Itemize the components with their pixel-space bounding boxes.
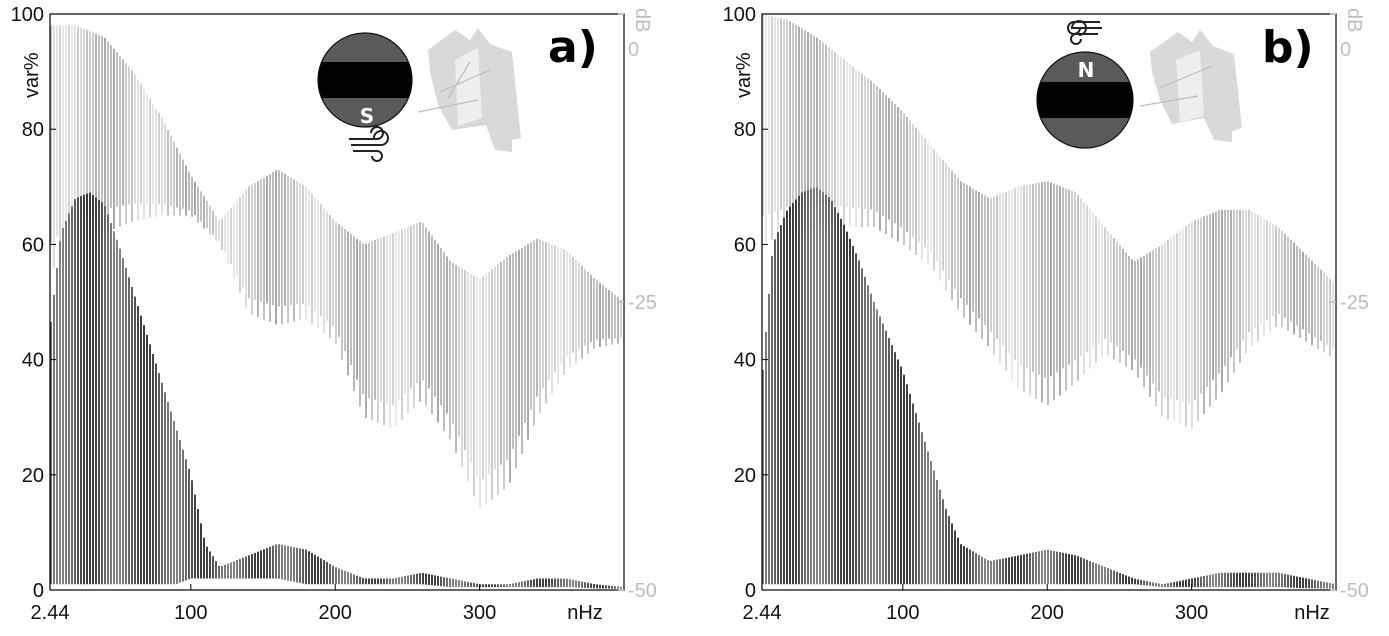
panel-a-series-upper xyxy=(50,25,622,510)
panel-a-y-ticks: 0 20 40 60 80 100 xyxy=(11,4,56,602)
panel-a-badge-letter: S xyxy=(360,104,374,128)
panel-a-right-tick-label: 0 xyxy=(628,39,639,61)
panel-a-label: a) xyxy=(548,22,598,73)
panel-a-y-tick-label: 80 xyxy=(22,119,44,141)
panel-b-right-ticks: 0 -25 -50 xyxy=(1330,13,1369,602)
panel-b-x-unit: nHz xyxy=(1294,602,1330,624)
panel-a-x-tick-label: 300 xyxy=(463,602,496,624)
orientation-badge-icon: S xyxy=(317,32,413,128)
panel-b-y-tick-label: 80 xyxy=(734,119,756,141)
panel-b-y-tick-label: 20 xyxy=(734,465,756,487)
panel-b-x-tick-label: 200 xyxy=(1031,602,1064,624)
sky-map-icon xyxy=(1139,30,1242,142)
panel-b-series-lower xyxy=(762,187,1334,589)
wind-icon xyxy=(1067,20,1102,45)
panel-a-right-ticks: 0 -25 -50 xyxy=(618,13,657,602)
panel-a-series-lower xyxy=(50,192,622,589)
panel-a-y-tick-label: 0 xyxy=(33,580,44,602)
panel-a-x-unit: nHz xyxy=(567,602,603,624)
panel-a-x-tick-label: 200 xyxy=(319,602,352,624)
panel-a-right-tick-label: -25 xyxy=(628,292,657,314)
panel-a-x-tick-label: 100 xyxy=(174,602,207,624)
panel-b-label: b) xyxy=(1262,22,1314,73)
panel-b-right-tick-label: 0 xyxy=(1340,39,1351,61)
panel-b-y-ticks: 0 20 40 60 80 100 xyxy=(723,4,768,602)
panel-a-y-tick-label: 40 xyxy=(22,350,44,372)
panel-a-right-label: dB xyxy=(631,8,653,32)
panel-b-y-tick-label: 0 xyxy=(745,580,756,602)
panel-a-x-ticks: 2.44 100 200 300 xyxy=(31,584,496,624)
panel-a-y-tick-label: 20 xyxy=(22,465,44,487)
panel-b-y-tick-label: 100 xyxy=(723,4,756,26)
panel-b-y-tick-label: 60 xyxy=(734,234,756,256)
panel-a-y-tick-label: 60 xyxy=(22,234,44,256)
panel-b-right-tick-label: -50 xyxy=(1340,580,1369,602)
wind-icon xyxy=(349,126,389,162)
panel-b-x-tick-label: 2.44 xyxy=(743,602,782,624)
panel-a-y-tick-label: 100 xyxy=(11,4,44,26)
panel-b-y-tick-label: 40 xyxy=(734,350,756,372)
panel-b-x-tick-label: 300 xyxy=(1175,602,1208,624)
panel-b-badge-letter: N xyxy=(1078,58,1095,82)
panel-a-x-tick-label: 2.44 xyxy=(31,602,70,624)
panel-a-right-tick-label: -50 xyxy=(628,580,657,602)
panel-b-right-label: dB xyxy=(1343,8,1365,32)
panel-b-x-ticks: 2.44 100 200 300 xyxy=(743,584,1208,624)
panel-b-right-tick-label: -25 xyxy=(1340,292,1369,314)
orientation-badge-icon: N xyxy=(1036,51,1134,149)
panel-b-x-tick-label: 100 xyxy=(886,602,919,624)
panel-b-ylabel: var% xyxy=(733,52,755,98)
sky-map-icon xyxy=(417,28,521,152)
panel-a-ylabel: var% xyxy=(21,52,43,98)
